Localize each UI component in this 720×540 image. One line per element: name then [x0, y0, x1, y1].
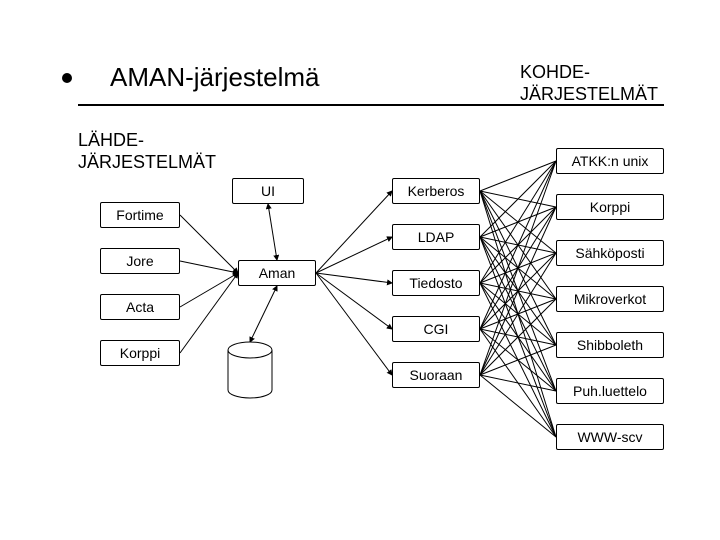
node-fortime: Fortime — [100, 202, 180, 228]
node-aman: Aman — [238, 260, 316, 286]
node-cgi: CGI — [392, 316, 480, 342]
node-puh: Puh.luettelo — [556, 378, 664, 404]
node-korppi_r: Korppi — [556, 194, 664, 220]
node-kerberos: Kerberos — [392, 178, 480, 204]
node-shib: Shibboleth — [556, 332, 664, 358]
node-mikro: Mikroverkot — [556, 286, 664, 312]
node-tiedosto: Tiedosto — [392, 270, 480, 296]
node-atkk: ATKK:n unix — [556, 148, 664, 174]
node-korppi_l: Korppi — [100, 340, 180, 366]
node-sahkoposti: Sähköposti — [556, 240, 664, 266]
node-suoraan: Suoraan — [392, 362, 480, 388]
node-ldap: LDAP — [392, 224, 480, 250]
node-www: WWW-scv — [556, 424, 664, 450]
node-ui: UI — [232, 178, 304, 204]
diagram-canvas: { "title": "AMAN-järjestelmä", "title_po… — [0, 0, 720, 540]
node-jore: Jore — [100, 248, 180, 274]
node-acta: Acta — [100, 294, 180, 320]
